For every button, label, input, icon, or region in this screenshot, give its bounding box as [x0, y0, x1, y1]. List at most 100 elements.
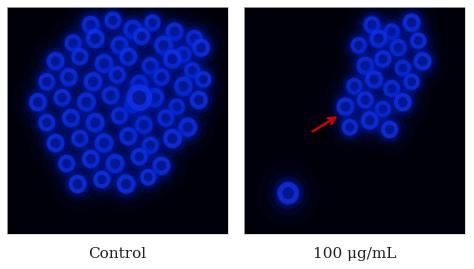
Circle shape [145, 26, 182, 65]
Circle shape [379, 105, 387, 114]
Circle shape [356, 107, 383, 134]
Circle shape [51, 56, 61, 66]
Circle shape [158, 45, 186, 73]
Circle shape [139, 168, 157, 187]
Circle shape [90, 49, 118, 78]
Circle shape [390, 39, 407, 56]
Circle shape [145, 15, 161, 31]
Circle shape [176, 54, 208, 87]
Circle shape [374, 50, 392, 68]
Circle shape [183, 122, 193, 132]
Circle shape [398, 9, 425, 36]
Circle shape [186, 30, 203, 47]
Circle shape [134, 115, 154, 135]
Circle shape [86, 124, 123, 162]
Circle shape [191, 67, 215, 92]
Circle shape [109, 66, 126, 84]
Circle shape [119, 48, 137, 66]
Circle shape [67, 126, 92, 151]
Circle shape [151, 155, 172, 176]
Circle shape [360, 110, 380, 131]
Circle shape [153, 69, 170, 86]
Circle shape [357, 91, 374, 109]
Circle shape [97, 175, 107, 184]
Circle shape [82, 150, 100, 168]
Circle shape [61, 30, 86, 56]
Circle shape [402, 24, 434, 57]
Circle shape [132, 90, 146, 105]
Circle shape [114, 71, 165, 124]
Circle shape [130, 111, 157, 139]
Circle shape [105, 62, 130, 88]
Circle shape [146, 88, 164, 107]
Circle shape [54, 89, 71, 106]
Circle shape [158, 124, 186, 153]
Circle shape [134, 128, 167, 163]
Circle shape [122, 19, 144, 40]
Circle shape [402, 72, 421, 91]
Circle shape [145, 60, 178, 94]
Circle shape [368, 28, 389, 49]
Circle shape [387, 52, 419, 84]
Circle shape [162, 48, 183, 70]
Circle shape [332, 93, 359, 120]
Circle shape [396, 65, 428, 98]
Circle shape [189, 90, 209, 110]
Circle shape [178, 21, 211, 56]
Circle shape [38, 114, 55, 131]
Circle shape [283, 187, 294, 199]
Circle shape [364, 69, 384, 90]
Circle shape [38, 43, 73, 79]
Circle shape [157, 72, 166, 82]
Circle shape [406, 29, 430, 53]
Circle shape [144, 148, 179, 184]
Circle shape [46, 133, 66, 154]
Circle shape [169, 108, 206, 146]
Circle shape [179, 50, 188, 59]
Circle shape [28, 92, 48, 113]
Circle shape [364, 16, 380, 34]
Circle shape [365, 25, 392, 52]
Circle shape [73, 179, 82, 189]
Circle shape [153, 157, 170, 175]
Circle shape [133, 28, 150, 45]
Circle shape [46, 80, 79, 115]
Circle shape [118, 46, 138, 67]
Circle shape [337, 98, 354, 116]
Circle shape [107, 103, 132, 129]
Circle shape [38, 73, 55, 90]
Circle shape [97, 144, 134, 183]
Circle shape [375, 71, 409, 106]
Circle shape [355, 55, 375, 76]
Circle shape [77, 19, 114, 58]
Circle shape [399, 63, 407, 73]
Circle shape [99, 58, 109, 69]
Circle shape [58, 104, 84, 132]
Circle shape [79, 68, 107, 96]
Circle shape [46, 51, 66, 72]
Circle shape [174, 45, 192, 64]
Circle shape [116, 87, 149, 122]
Circle shape [152, 67, 171, 87]
Circle shape [137, 31, 146, 41]
Circle shape [149, 101, 182, 135]
Circle shape [64, 72, 73, 82]
Circle shape [58, 155, 75, 172]
Circle shape [150, 31, 177, 60]
Circle shape [73, 7, 109, 43]
Circle shape [33, 97, 43, 107]
Circle shape [155, 36, 173, 55]
Circle shape [100, 8, 126, 33]
Circle shape [369, 75, 379, 84]
Circle shape [98, 82, 124, 109]
Circle shape [113, 70, 122, 80]
Circle shape [148, 18, 157, 27]
Circle shape [69, 175, 86, 193]
Circle shape [370, 46, 395, 72]
Circle shape [141, 136, 160, 155]
Circle shape [405, 43, 440, 79]
Circle shape [154, 40, 191, 78]
Circle shape [162, 128, 183, 150]
Circle shape [170, 72, 197, 101]
Circle shape [142, 57, 159, 75]
